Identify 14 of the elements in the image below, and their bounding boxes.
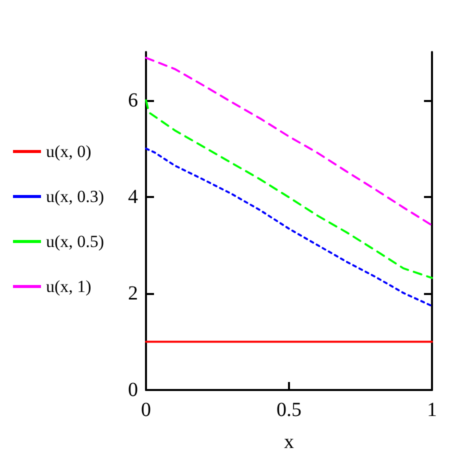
x-tick-label: 1 — [427, 399, 437, 421]
line-series — [145, 148, 433, 307]
y-tick-label: 2 — [128, 282, 138, 304]
y-tick-label: 0 — [128, 379, 138, 401]
x-axis-title: x — [284, 431, 294, 453]
legend-label: u(x, 0) — [46, 142, 92, 161]
line-series — [145, 99, 433, 279]
line-series — [145, 56, 433, 226]
legend-label: u(x, 0.5) — [46, 232, 104, 251]
x-tick-label: 0.5 — [276, 399, 302, 421]
legend-label: u(x, 1) — [46, 277, 92, 296]
y-tick-label: 6 — [128, 89, 138, 112]
legend-label: u(x, 0.3) — [46, 187, 104, 206]
y-tick-label: 4 — [128, 186, 138, 208]
